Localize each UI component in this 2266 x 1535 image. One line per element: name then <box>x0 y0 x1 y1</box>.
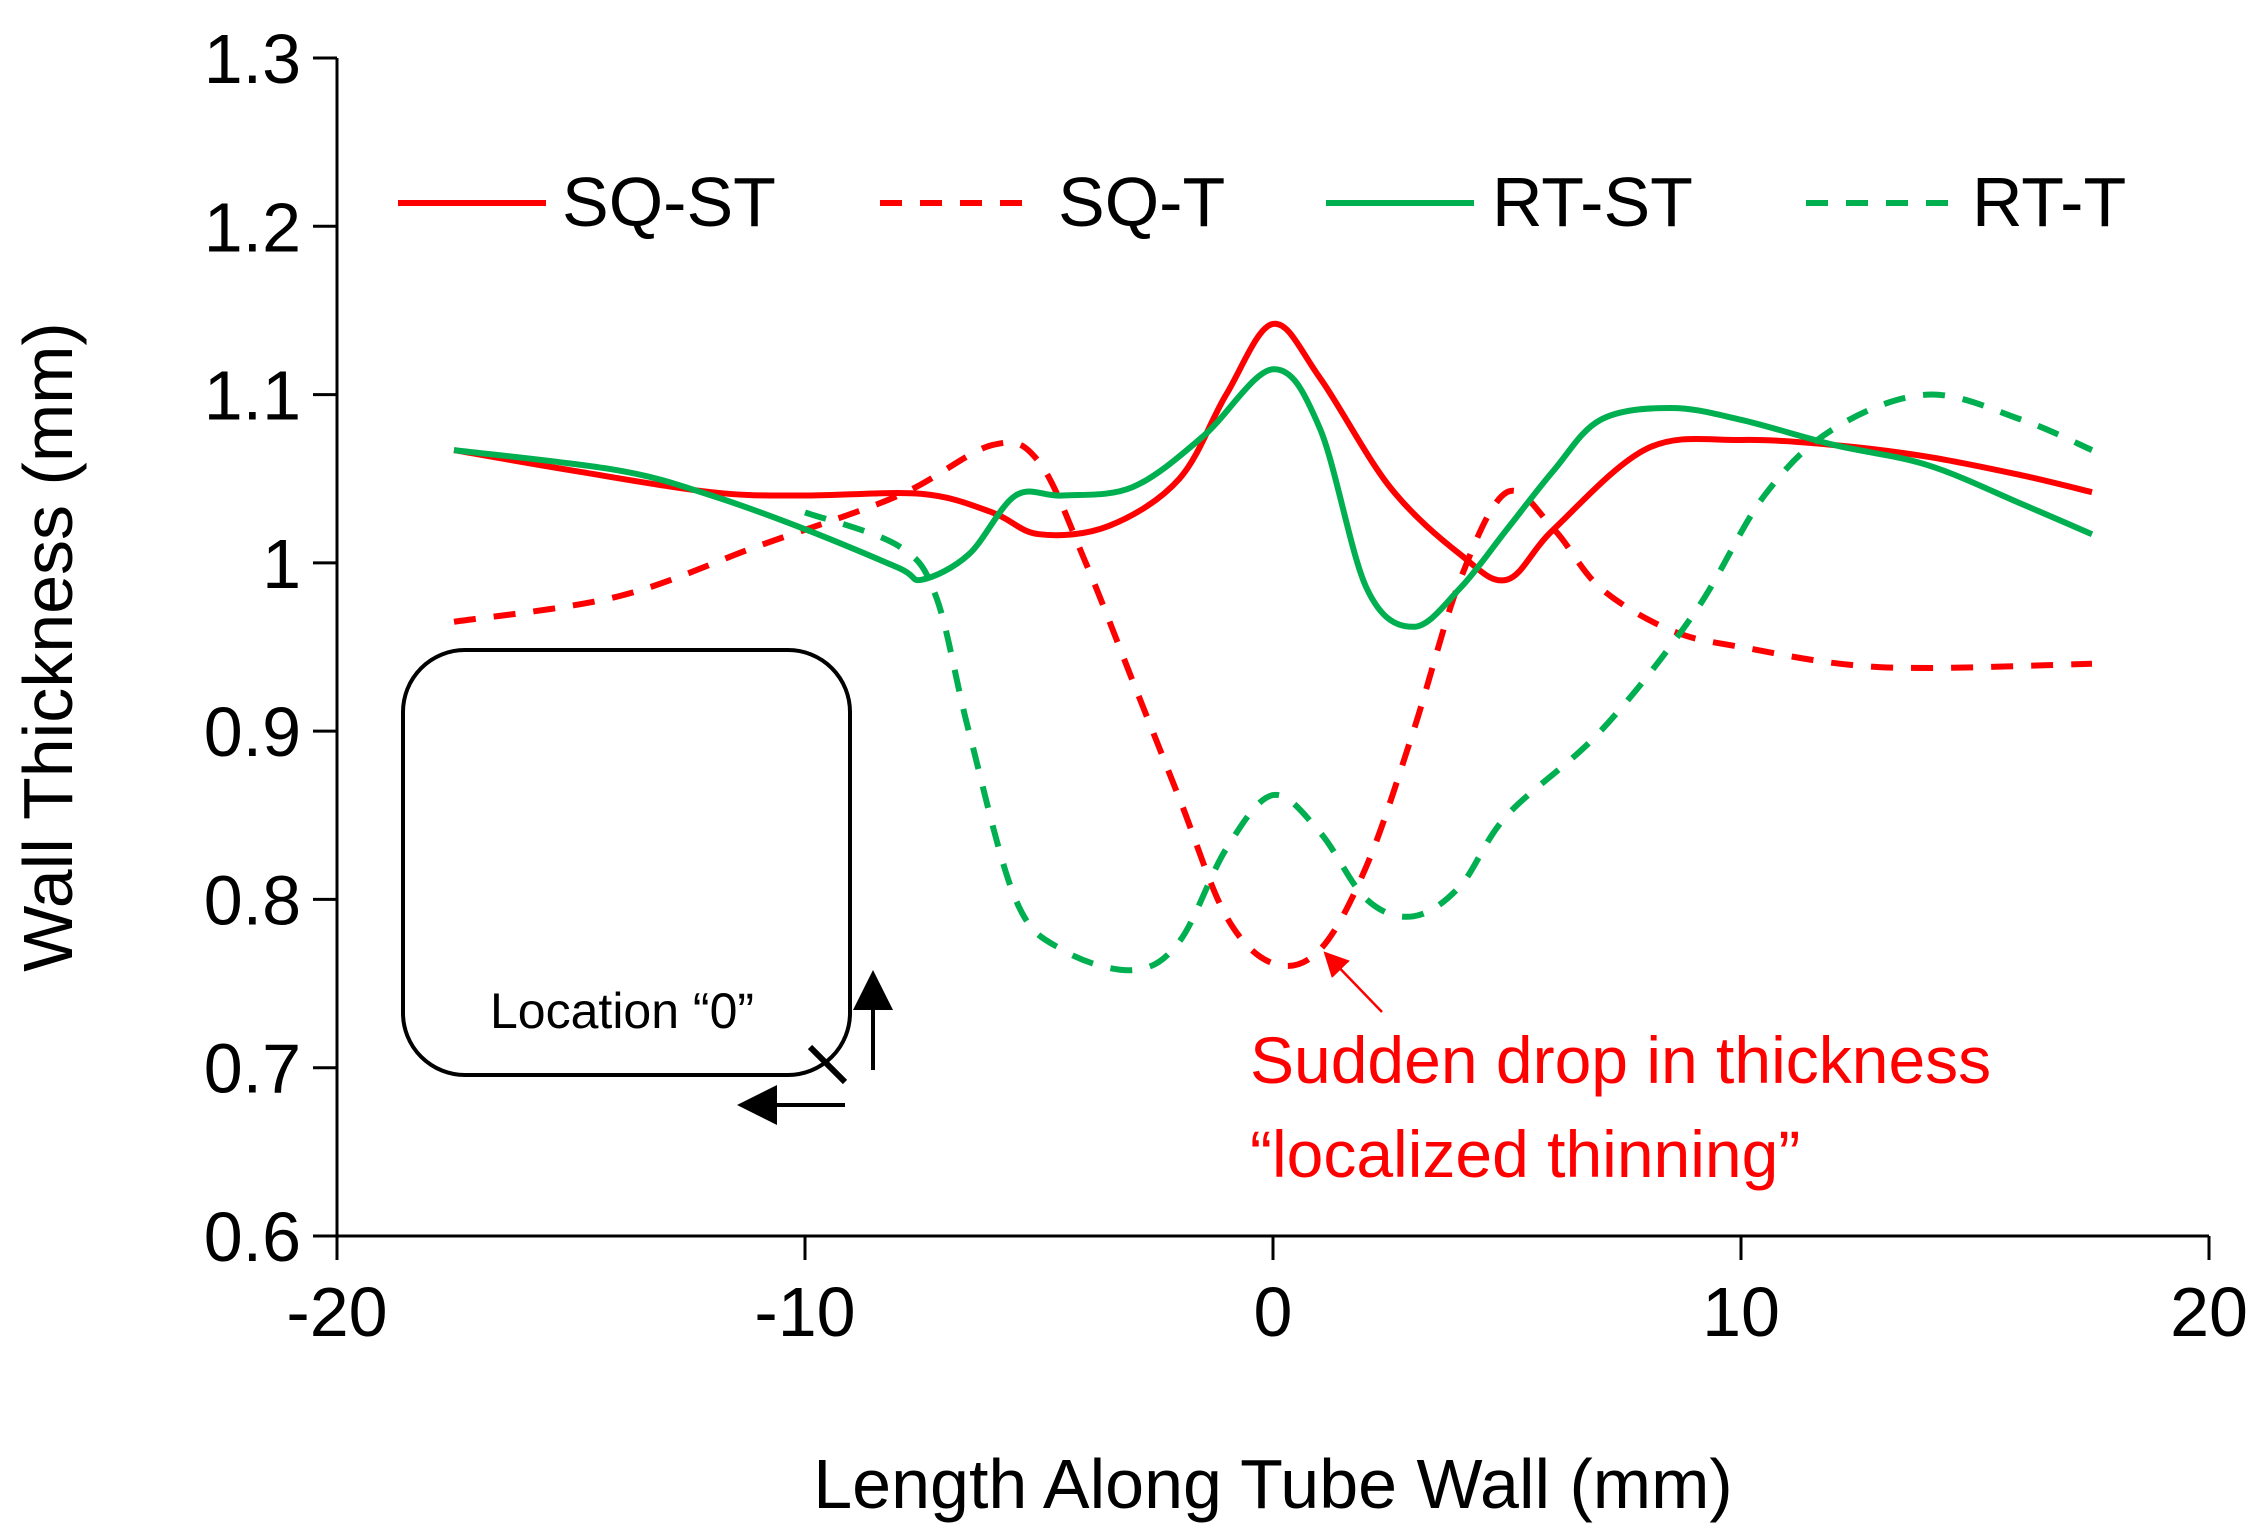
x-tick-label: 20 <box>2170 1273 2248 1351</box>
thinning-label-line1: Sudden drop in thickness <box>1250 1023 1991 1097</box>
tube-outline <box>401 648 852 1077</box>
x-tick-label: -20 <box>286 1273 387 1351</box>
y-tick-label: 1 <box>262 525 301 603</box>
series-line-rt-t <box>803 391 2094 974</box>
legend: SQ-ST SQ-T RT-ST RT-T <box>398 163 2126 241</box>
legend-label-rt-t: RT-T <box>1972 163 2126 241</box>
x-tick-label: 0 <box>1254 1273 1293 1351</box>
y-ticks: 0.6 0.7 0.8 0.9 1 1.1 1.2 1.3 <box>204 20 337 1276</box>
y-tick-label: 1.2 <box>204 188 301 266</box>
series-line-rt-st <box>453 366 2094 630</box>
y-tick-label: 1.3 <box>204 20 301 98</box>
legend-label-rt-st: RT-ST <box>1492 163 1693 241</box>
y-tick-label: 0.8 <box>204 861 301 939</box>
plot-lines <box>453 320 2094 974</box>
tube-cross-section-inset: Location “0” <box>401 648 893 1125</box>
y-axis-title: Wall Thickness (mm) <box>9 322 87 971</box>
y-tick-label: 0.6 <box>204 1198 301 1276</box>
thinning-annotation: Sudden drop in thickness “localized thin… <box>1250 951 1991 1191</box>
x-tick-label: -10 <box>754 1273 855 1351</box>
x-tick-label: 10 <box>1702 1273 1780 1351</box>
x-ticks: -20 -10 0 10 20 <box>286 1236 2248 1351</box>
location-zero-marker <box>807 1044 848 1085</box>
y-tick-label: 0.7 <box>204 1030 301 1108</box>
legend-label-sq-st: SQ-ST <box>562 163 776 241</box>
thinning-arrow <box>1323 951 1383 1013</box>
location-zero-label: Location “0” <box>490 983 754 1039</box>
series-line-sq-t <box>453 439 2093 969</box>
y-tick-label: 1.1 <box>204 357 301 435</box>
series-line-sq-st <box>453 320 2093 584</box>
thinning-label-line2: “localized thinning” <box>1250 1117 1800 1191</box>
y-tick-label: 0.9 <box>204 693 301 771</box>
legend-label-sq-t: SQ-T <box>1058 163 1225 241</box>
x-axis-title: Length Along Tube Wall (mm) <box>813 1445 1733 1523</box>
